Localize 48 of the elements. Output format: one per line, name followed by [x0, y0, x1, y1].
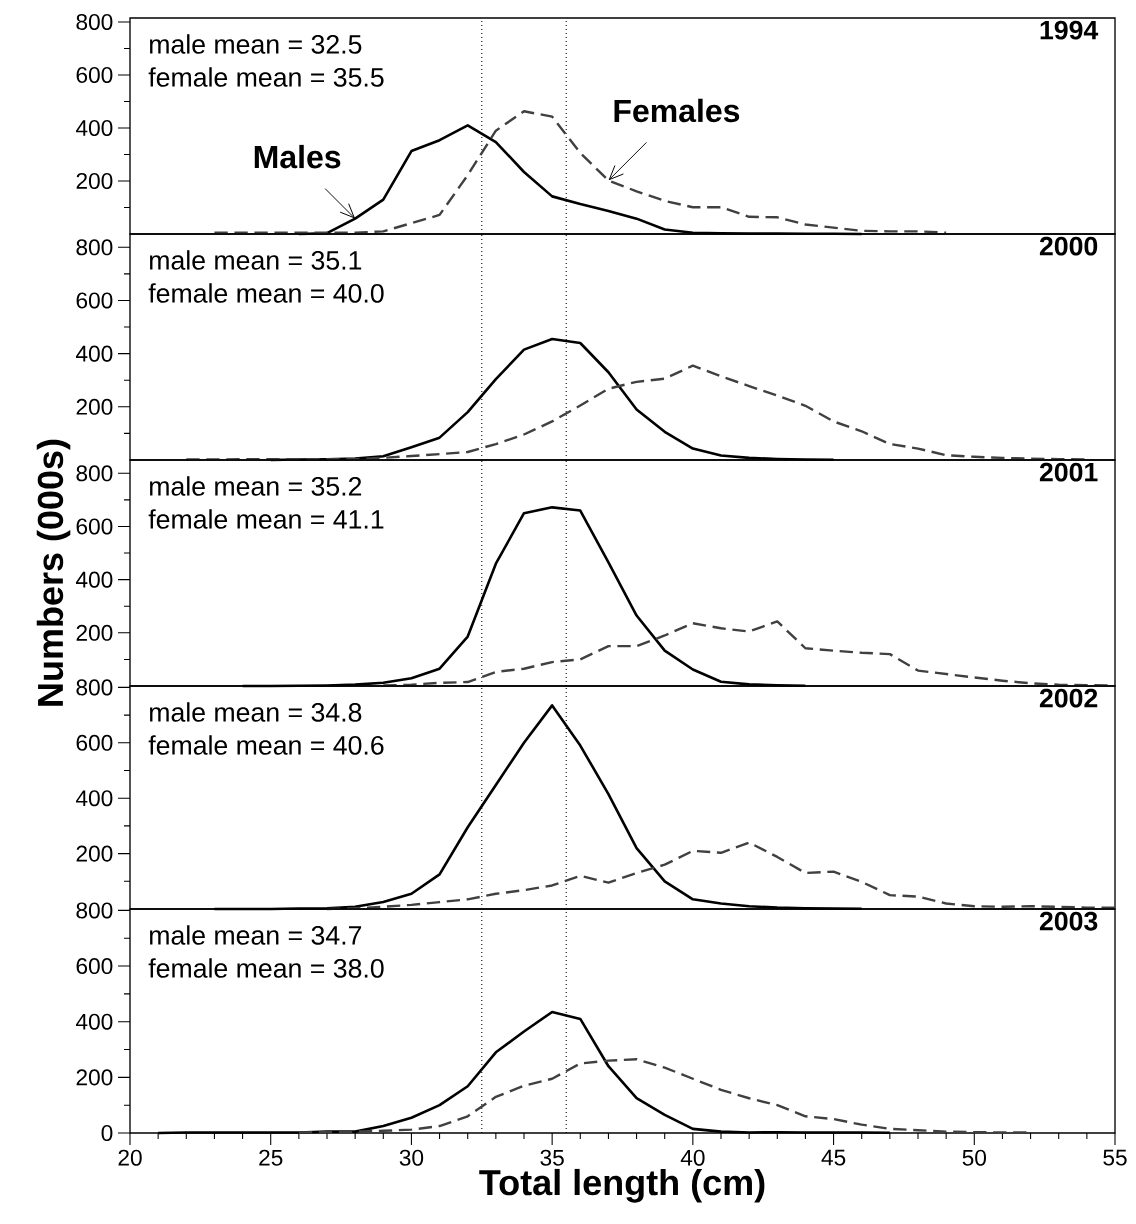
y-tick-label: 800 [76, 465, 113, 482]
chart-title: 2001 [1039, 462, 1098, 482]
x-tick-label: 50 [962, 1149, 987, 1166]
x-tick-label: 25 [259, 1149, 283, 1166]
series-label: Males [254, 144, 341, 169]
annotation: female mean = 35.5 [148, 67, 384, 87]
y-tick-label: 800 [76, 13, 113, 31]
x-tick-label: 45 [821, 1149, 846, 1166]
annotation: male mean = 32.5 [150, 34, 362, 54]
y-tick-label: 400 [75, 790, 113, 807]
annotation: male mean = 35.1 [150, 250, 362, 270]
y-axis-title: Numbers (000s) [36, 439, 71, 706]
chart-title: 2000 [1039, 236, 1098, 256]
y-tick-label: 600 [76, 958, 113, 975]
chart-title: 2002 [1039, 688, 1098, 708]
y-tick-label: 600 [76, 518, 113, 535]
annotation: male mean = 34.8 [150, 702, 362, 722]
y-tick-label: 200 [76, 624, 113, 641]
annotation: female mean = 41.1 [148, 509, 384, 529]
chart-title: 1994 [1040, 20, 1099, 40]
y-tick-label: 400 [75, 345, 113, 362]
y-tick-label: 600 [76, 292, 113, 309]
x-tick-label: 35 [540, 1149, 564, 1166]
y-tick-label: 400 [75, 119, 113, 137]
y-tick-label: 600 [76, 66, 113, 84]
annotation: male mean = 34.7 [150, 925, 362, 945]
x-tick-label: 40 [680, 1149, 705, 1166]
y-tick-label: 400 [75, 1013, 113, 1030]
annotation: male mean = 35.2 [150, 476, 362, 496]
y-tick-label: 200 [76, 398, 113, 415]
x-tick-label: 20 [118, 1149, 142, 1166]
y-tick-label: 800 [76, 902, 113, 919]
annotation: female mean = 40.6 [148, 735, 384, 755]
y-tick-label: 0 [101, 1124, 113, 1142]
annotation: female mean = 40.0 [148, 283, 384, 303]
series-label: Females [614, 98, 740, 123]
y-tick-label: 800 [76, 239, 113, 256]
x-tick-label: 30 [399, 1149, 424, 1166]
chart-title: 2003 [1039, 911, 1098, 931]
x-tick-label: 55 [1103, 1149, 1127, 1166]
x-axis-title: Total length (cm) [479, 1168, 765, 1203]
y-tick-label: 200 [76, 845, 113, 862]
y-tick-label: 800 [76, 679, 113, 696]
y-tick-label: 600 [76, 734, 113, 751]
y-tick-label: 200 [76, 1069, 113, 1086]
y-tick-label: 200 [76, 172, 113, 190]
y-tick-label: 400 [75, 571, 113, 588]
annotation: female mean = 38.0 [148, 958, 384, 978]
